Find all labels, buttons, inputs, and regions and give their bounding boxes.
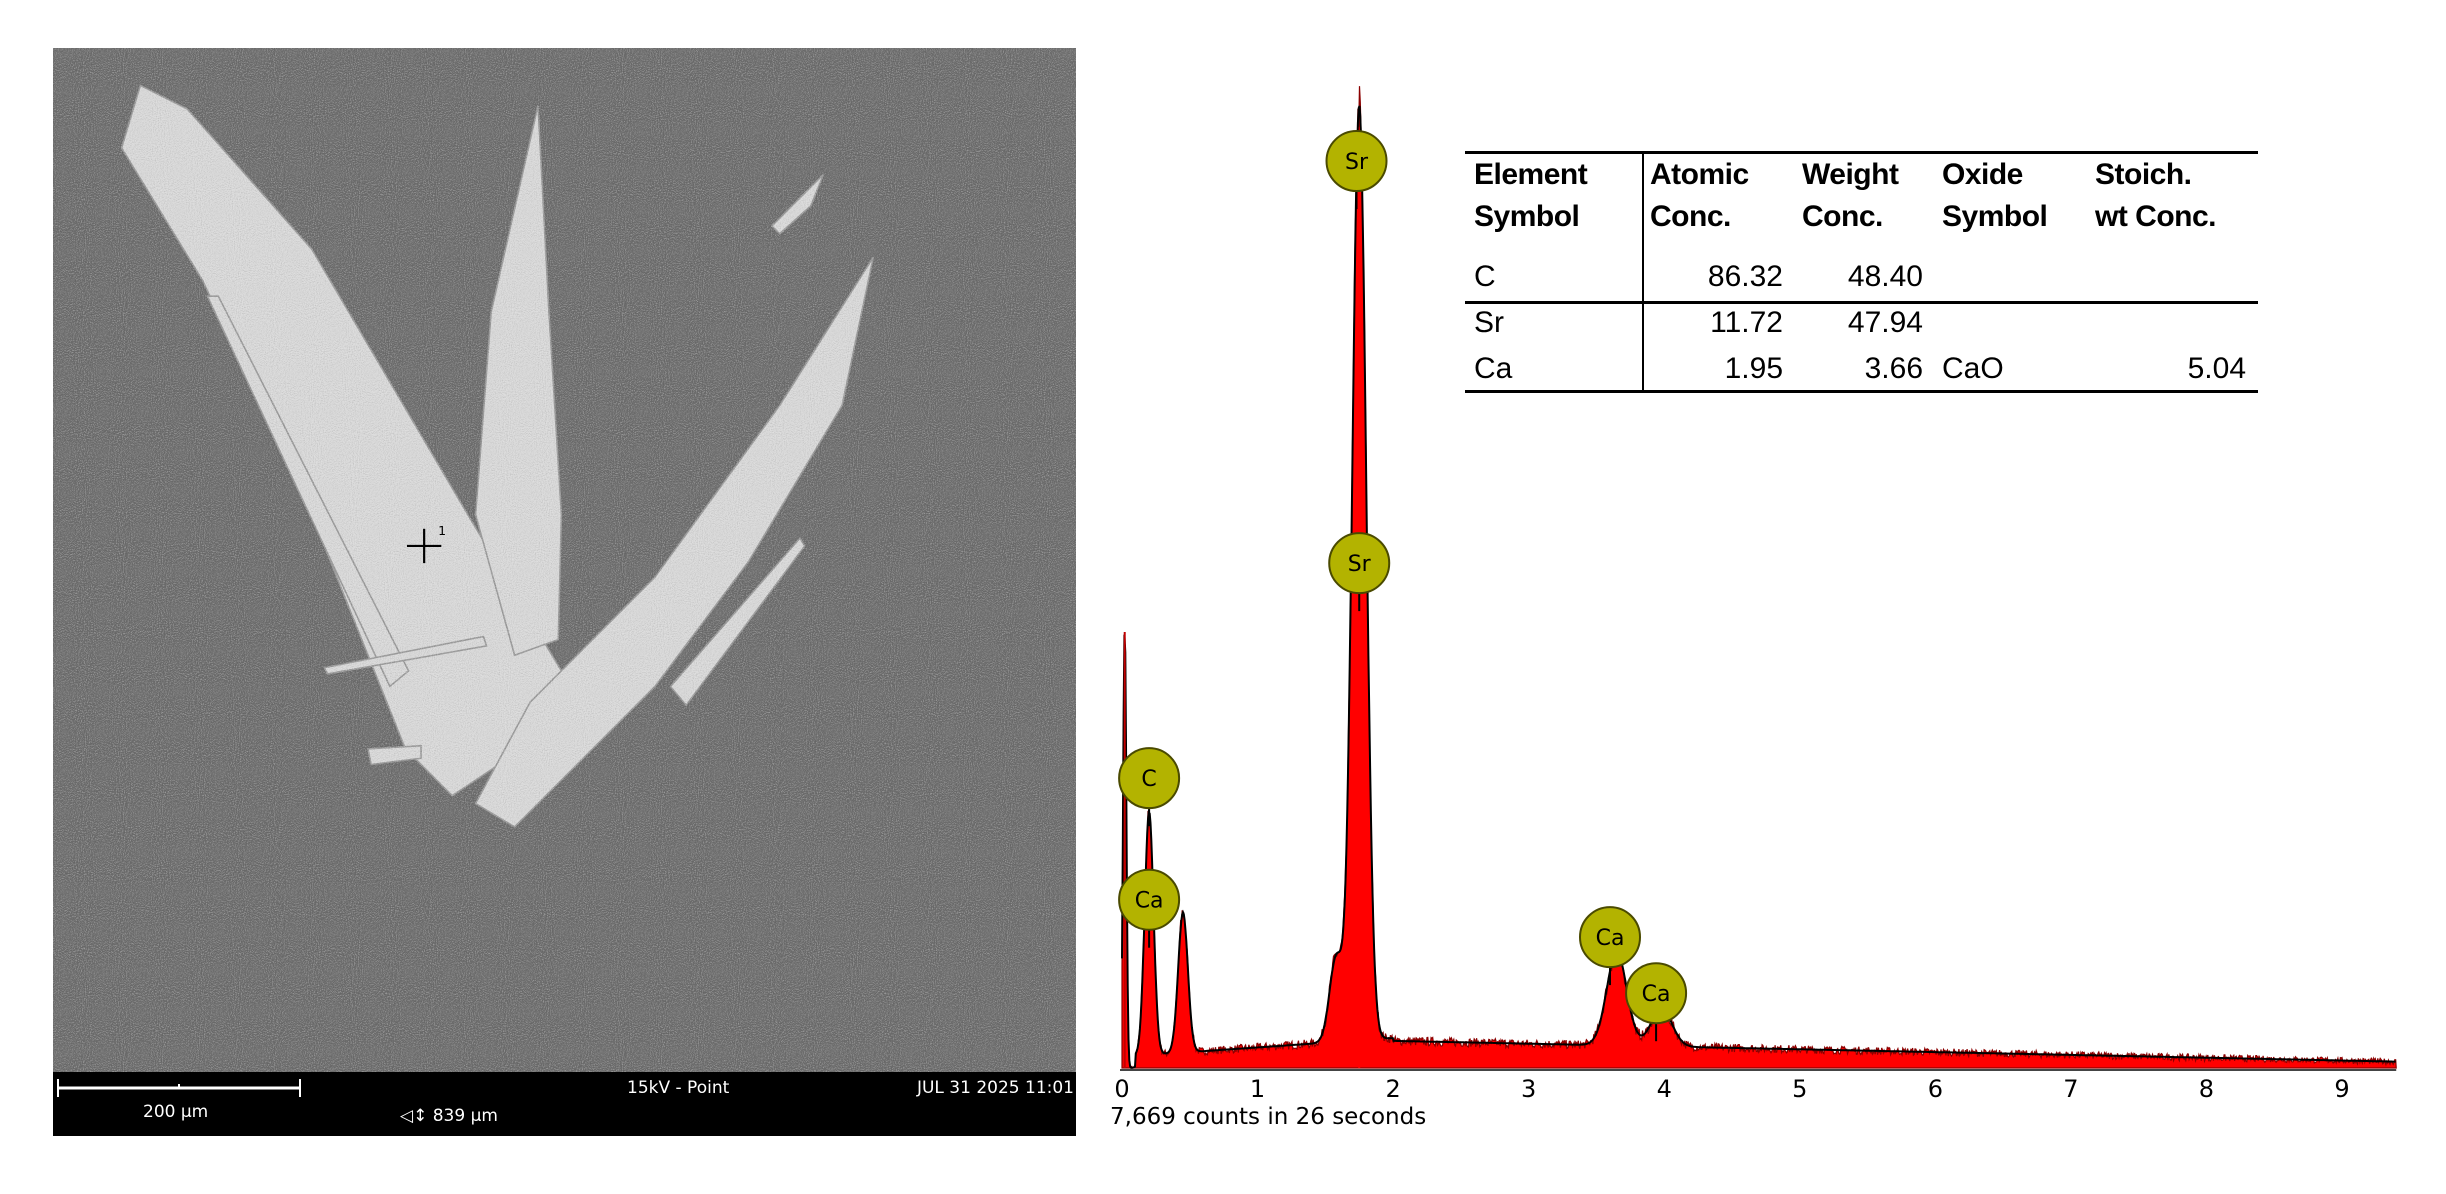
peak-marker-circle — [1118, 747, 1181, 810]
peak-marker-ca[interactable]: Ca — [1118, 868, 1181, 948]
field-width: ◁↕ 839 µm — [400, 1106, 498, 1126]
peak-marker-c[interactable]: C — [1118, 747, 1181, 827]
header-oxide: Oxide — [1942, 158, 2023, 191]
peak-marker-circle — [1579, 906, 1641, 969]
x-tick-label: 5 — [1792, 1075, 1807, 1103]
cell-atomic: 86.32 — [1707, 260, 1783, 293]
cell-weight: 47.94 — [1847, 306, 1923, 339]
cell-stoich: 5.04 — [2187, 352, 2246, 385]
peak-marker-label: Ca — [1135, 889, 1164, 914]
crystal-blade — [474, 256, 875, 828]
peak-marker-label: Ca — [1642, 982, 1671, 1007]
crystal-fragment — [770, 173, 825, 235]
header-element: Element — [1474, 158, 1588, 191]
peak-marker-ca[interactable]: Ca — [1625, 962, 1688, 1042]
peak-marker-ca[interactable]: Ca — [1579, 906, 1641, 986]
header-oxide-2: Symbol — [1942, 200, 2048, 233]
peak-marker-label: C — [1141, 767, 1156, 792]
cell-element: Ca — [1474, 352, 1513, 385]
peak-marker-circle — [1328, 532, 1391, 595]
cell-atomic: 1.95 — [1724, 352, 1783, 385]
counts-caption: 7,669 counts in 26 seconds — [1110, 1104, 1427, 1130]
sem-datetime: JUL 31 2025 11:01 — [916, 1078, 1074, 1098]
header-weight: Weight — [1802, 158, 1899, 191]
spectrum-fit-line — [1121, 105, 2396, 1069]
cell-weight: 3.66 — [1864, 352, 1923, 385]
cell-weight: 48.40 — [1847, 260, 1923, 293]
header-stoich: Stoich. — [2095, 158, 2192, 191]
x-tick-label: 0 — [1114, 1075, 1129, 1103]
x-tick-label: 6 — [1928, 1075, 1943, 1103]
cell-oxide: CaO — [1942, 352, 2004, 385]
cell-atomic: 11.72 — [1710, 306, 1783, 339]
header-stoich-2: wt Conc. — [2095, 200, 2217, 233]
sem-mode: 15kV - Point — [627, 1078, 730, 1098]
header-atomic-2: Conc. — [1650, 200, 1731, 233]
crystal-needle — [206, 295, 410, 688]
crystal-blade — [474, 105, 563, 657]
cell-element: C — [1474, 260, 1496, 293]
crystal-needle — [669, 536, 806, 707]
peak-marker-circle — [1118, 868, 1181, 931]
peak-marker-label: Ca — [1596, 926, 1625, 951]
scale-bar-label: 200 µm — [143, 1102, 209, 1122]
x-tick-label: 1 — [1250, 1075, 1265, 1103]
peak-marker-label: Sr — [1345, 150, 1369, 175]
x-tick-label: 8 — [2199, 1075, 2214, 1103]
x-tick-label: 2 — [1385, 1075, 1400, 1103]
spectrum-area — [1121, 86, 2397, 1069]
header-atomic: Atomic — [1650, 158, 1749, 191]
peak-marker-circle — [1625, 962, 1688, 1025]
point-marker[interactable] — [406, 528, 442, 564]
peak-marker-circle — [1325, 130, 1388, 193]
peak-marker-sr[interactable]: Sr — [1325, 130, 1388, 210]
sem-micrograph: 1 — [53, 48, 1076, 1136]
x-tick-label: 7 — [2063, 1075, 2078, 1103]
field-width-value: 839 µm — [432, 1106, 498, 1126]
crystal-needle — [323, 635, 488, 675]
peak-marker-label: Sr — [1348, 552, 1372, 577]
header-element-2: Symbol — [1474, 200, 1580, 233]
cell-element: Sr — [1474, 306, 1504, 339]
crystal-needle — [367, 744, 422, 766]
header-weight-2: Conc. — [1802, 200, 1883, 233]
x-tick-label: 9 — [2334, 1075, 2349, 1103]
point-marker-label: 1 — [438, 523, 446, 538]
sem-info-bar — [53, 1072, 1076, 1136]
peak-marker-sr[interactable]: Sr — [1328, 532, 1391, 612]
field-width-icon: ◁↕ — [400, 1106, 428, 1126]
x-tick-label: 3 — [1521, 1075, 1536, 1103]
x-tick-label: 4 — [1657, 1075, 1672, 1103]
scale-bar — [57, 1079, 301, 1097]
